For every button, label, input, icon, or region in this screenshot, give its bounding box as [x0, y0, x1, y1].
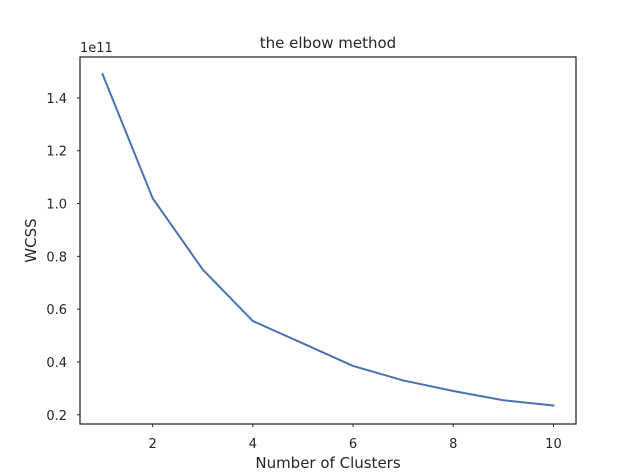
wcss-series-line — [101, 72, 555, 407]
y-tick-label: 0.6 — [46, 303, 67, 318]
y-tick-label: 0.2 — [46, 409, 67, 424]
y-tick-label: 1.4 — [46, 92, 67, 107]
x-tick-label: 2 — [149, 437, 157, 452]
y-tick-label: 0.4 — [46, 356, 67, 371]
x-tick-label: 4 — [249, 437, 257, 452]
x-axis-label: Number of Clusters — [255, 454, 400, 472]
y-axis-label: WCSS — [22, 218, 40, 262]
y-tick-label: 1.0 — [46, 198, 67, 213]
y-axis: 0.2 0.4 0.6 0.8 1.0 1.2 1.4 — [46, 92, 80, 424]
y-axis-offset-text: 1e11 — [80, 41, 113, 56]
plot-frame — [79, 56, 577, 425]
x-tick-label: 6 — [349, 437, 357, 452]
chart-title: the elbow method — [260, 34, 396, 52]
plot-area — [80, 57, 576, 424]
x-tick-label: 10 — [545, 437, 562, 452]
x-axis: 2 4 6 8 10 — [149, 424, 562, 452]
x-tick-label: 8 — [449, 437, 457, 452]
y-tick-label: 1.2 — [46, 145, 67, 160]
y-tick-label: 0.8 — [46, 250, 67, 265]
